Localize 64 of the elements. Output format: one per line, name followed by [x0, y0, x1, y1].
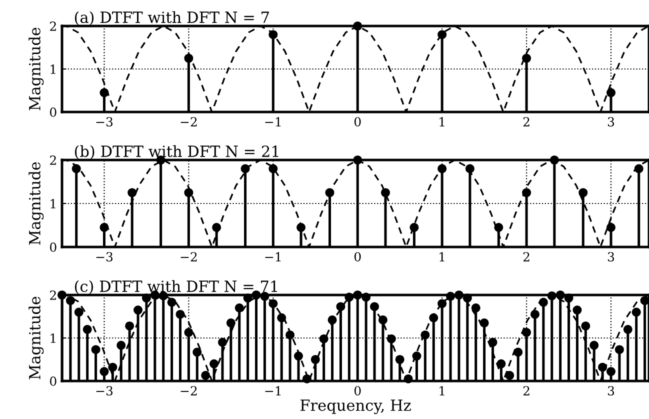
point: [578, 188, 588, 198]
y-axis-title: Magnitude: [28, 162, 44, 245]
point: [268, 164, 278, 174]
y-tick-label: 0: [50, 242, 56, 252]
y-tick-label: 2: [50, 155, 56, 165]
point: [353, 21, 362, 31]
point: [494, 222, 504, 232]
point: [353, 155, 362, 165]
point: [184, 54, 194, 63]
chart-title: (c) DTFT with DFT N = 71: [74, 280, 278, 294]
point: [550, 155, 559, 165]
y-tick-label: 0: [50, 107, 56, 117]
point: [268, 30, 278, 40]
point: [240, 164, 250, 174]
x-tick-label: −1: [265, 117, 281, 126]
x-tick-label: 1: [440, 386, 444, 396]
point: [606, 88, 616, 98]
y-tick-label: 1: [50, 333, 56, 343]
x-tick-label: −3: [96, 386, 113, 396]
x-tick-label: 2: [523, 386, 530, 396]
x-tick-label: 1: [440, 117, 444, 126]
point: [212, 222, 222, 232]
y-tick-label: 2: [50, 21, 56, 31]
x-tick-label: −2: [180, 386, 197, 396]
point: [325, 188, 334, 198]
point: [380, 188, 390, 198]
x-tick-label: 3: [608, 386, 614, 396]
y-axis-title: Magnitude: [28, 28, 44, 110]
point: [522, 54, 532, 63]
point: [410, 222, 419, 232]
x-tick-label: 2: [523, 117, 530, 126]
x-tick-label: −1: [265, 386, 281, 396]
point: [100, 222, 109, 232]
x-tick-label: 0: [354, 386, 361, 396]
x-tick-label: 3: [608, 117, 614, 127]
x-tick-label: 3: [608, 252, 614, 262]
chart-title: (a) DTFT with DFT N = 7: [74, 11, 269, 26]
point: [100, 88, 109, 98]
x-tick-label: 0: [354, 252, 361, 262]
x-axis-title: Frequency, Hz: [300, 400, 411, 414]
point: [128, 188, 137, 198]
x-tick-label: −1: [265, 252, 281, 262]
x-tick-label: 0: [354, 117, 361, 127]
point: [184, 188, 194, 198]
x-tick-label: −3: [96, 117, 113, 127]
point: [606, 222, 616, 232]
point: [296, 222, 306, 232]
y-tick-label: 1: [50, 64, 56, 74]
y-tick-label: 2: [50, 290, 56, 300]
point: [465, 164, 474, 174]
x-tick-label: 1: [440, 252, 444, 262]
point: [72, 164, 81, 174]
x-tick-label: −2: [180, 252, 197, 262]
point: [522, 188, 532, 198]
x-tick-label: −3: [96, 252, 113, 262]
y-tick-label: 1: [50, 198, 56, 208]
y-axis-title: Magnitude: [28, 296, 44, 380]
y-tick-label: 0: [50, 376, 56, 386]
chart-title: (b) DTFT with DFT N = 21: [74, 145, 278, 160]
x-tick-label: −2: [180, 117, 197, 126]
point: [438, 30, 447, 40]
point: [438, 164, 447, 174]
x-tick-label: 2: [523, 252, 530, 262]
point: [634, 164, 644, 174]
